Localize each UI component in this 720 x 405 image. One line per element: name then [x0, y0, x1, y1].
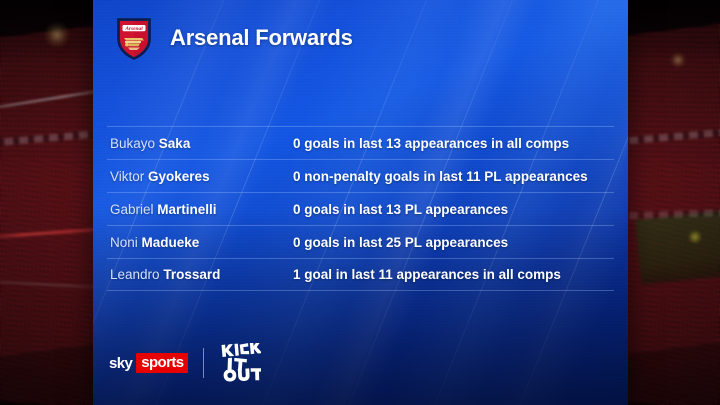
panel-header: Arsenal Arsenal Forwards: [116, 16, 353, 60]
player-surname: Saka: [158, 135, 191, 151]
logo-divider: [203, 348, 205, 378]
table-row: Noni Madueke 0 goals in last 25 PL appea…: [107, 225, 614, 258]
player-stat: 0 non-penalty goals in last 11 PL appear…: [293, 168, 588, 184]
sports-wordmark: sports: [141, 354, 184, 371]
player-surname: Martinelli: [157, 201, 217, 217]
forwards-stats-table: Bukayo Saka 0 goals in last 13 appearanc…: [107, 126, 614, 291]
stats-panel: Arsenal Arsenal Forwards Bukayo Saka 0 g…: [93, 0, 628, 405]
player-first-name: Bukayo: [110, 135, 156, 151]
table-row: Bukayo Saka 0 goals in last 13 appearanc…: [107, 126, 614, 159]
kick-it-out-logo: [221, 343, 262, 382]
player-stat: 0 goals in last 13 PL appearances: [293, 201, 509, 217]
player-first-name: Noni: [110, 234, 138, 250]
player-name: Bukayo Saka: [107, 136, 293, 151]
player-stat: 0 goals in last 25 PL appearances: [293, 234, 509, 250]
player-first-name: Viktor: [110, 168, 145, 184]
sky-sports-logo: sky sports: [109, 353, 189, 373]
arsenal-crest: Arsenal: [117, 18, 151, 60]
sky-wordmark: sky: [109, 354, 133, 372]
table-row: Viktor Gyokeres 0 non-penalty goals in l…: [107, 159, 614, 192]
player-stat: 1 goal in last 11 appearances in all com…: [293, 267, 561, 282]
player-first-name: Leandro: [110, 267, 160, 282]
player-name: Gabriel Martinelli: [107, 202, 293, 217]
panel-bottom-shade: [93, 0, 628, 405]
player-name: Viktor Gyokeres: [107, 169, 293, 184]
svg-text:Arsenal: Arsenal: [124, 26, 143, 32]
player-surname: Gyokeres: [148, 168, 210, 184]
player-surname: Madueke: [141, 234, 200, 250]
table-row: Gabriel Martinelli 0 goals in last 13 PL…: [107, 192, 614, 225]
sports-badge: sports: [136, 353, 189, 373]
player-first-name: Gabriel: [110, 201, 154, 217]
player-name: Leandro Trossard: [107, 267, 293, 282]
panel-footer: sky sports: [109, 343, 262, 383]
table-row: Leandro Trossard 1 goal in last 11 appea…: [107, 258, 614, 291]
player-surname: Trossard: [163, 267, 221, 282]
player-name: Noni Madueke: [107, 235, 293, 250]
player-stat: 0 goals in last 13 appearances in all co…: [293, 135, 570, 151]
page-title: Arsenal Forwards: [170, 25, 353, 50]
